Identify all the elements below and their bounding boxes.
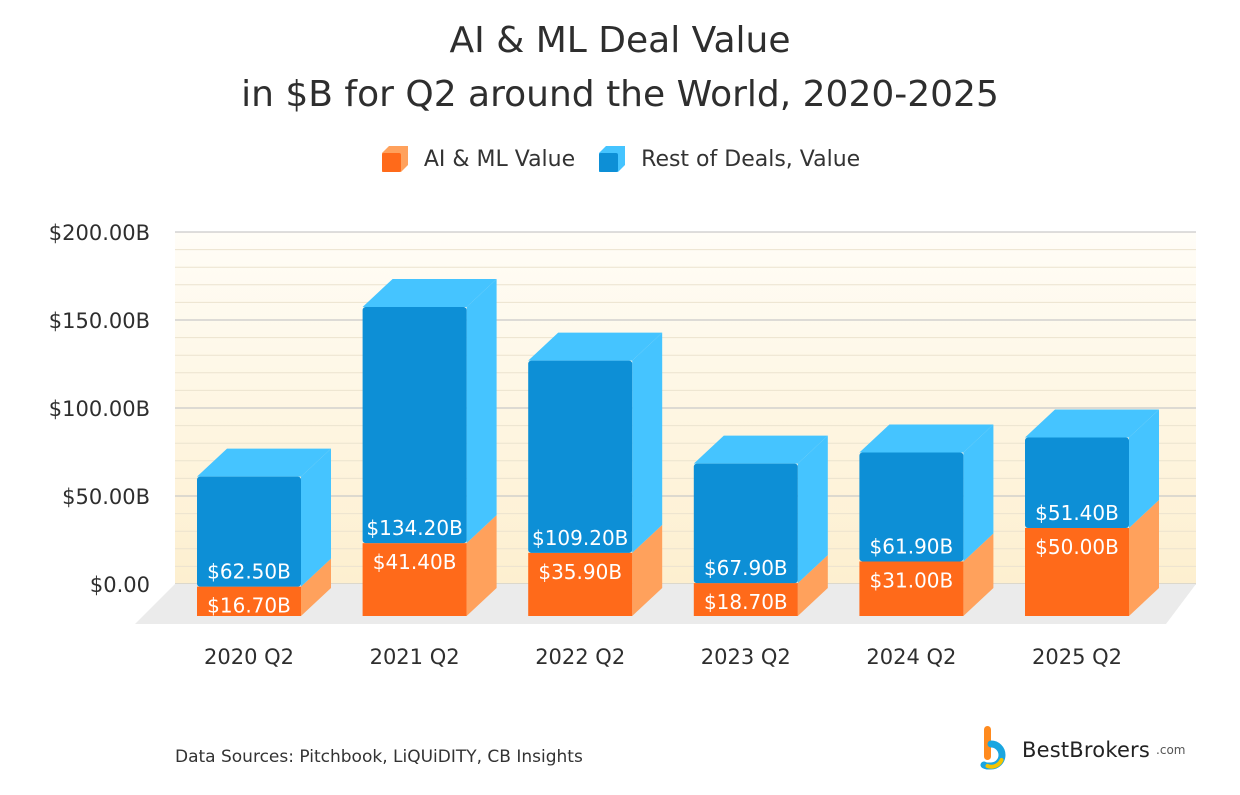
data-label-ai: $50.00B (1035, 535, 1119, 559)
data-label-rest: $109.20B (532, 526, 628, 550)
bar-rest-top (528, 332, 663, 361)
legend-label-rest: Rest of Deals, Value (641, 146, 861, 172)
x-tick-label: 2022 Q2 (535, 645, 625, 669)
bar-ai-side (797, 555, 828, 616)
bar-rest-side (466, 278, 497, 544)
legend-label-ai: AI & ML Value (423, 146, 576, 172)
bar-rest-top (362, 278, 497, 307)
bar-ai-side (466, 515, 497, 616)
data-label-ai: $35.90B (538, 560, 622, 584)
data-label-rest: $61.90B (870, 534, 954, 558)
data-label-rest: $67.90B (704, 556, 788, 580)
bar-rest-value (197, 476, 301, 587)
bar-rest-top (197, 448, 331, 477)
data-label-rest: $51.40B (1035, 501, 1119, 525)
x-tick-label: 2025 Q2 (1032, 645, 1122, 669)
y-tick-label: $0.00 (90, 573, 150, 597)
bar-ai-value (1025, 528, 1129, 616)
logo-wordmark: BestBrokers (1022, 738, 1151, 762)
bar-rest-top (1025, 409, 1159, 438)
bestbrokers-logo-icon (980, 726, 1006, 770)
bar-ai-value (528, 552, 633, 616)
y-tick-label: $200.00B (49, 221, 150, 245)
y-tick-label: $50.00B (62, 485, 150, 509)
bar-ai-side (632, 524, 663, 616)
legend-swatch-rest (599, 146, 626, 172)
bar-rest-value (693, 463, 798, 584)
bar-rest-value (859, 452, 964, 562)
bar-ai-value (197, 586, 301, 616)
bar-rest-side (797, 435, 828, 584)
y-tick-label: $100.00B (49, 397, 150, 421)
bar-rest-top (693, 435, 828, 464)
bar-ai-side (1129, 500, 1159, 616)
data-source-note: Data Sources: Pitchbook, LiQUiDITY, CB I… (175, 747, 583, 767)
bar-rest-value (1025, 437, 1129, 528)
bar-ai-value (693, 583, 798, 616)
legend-item-ai: AI & ML Value (380, 144, 575, 174)
y-tick-label: $150.00B (49, 309, 150, 333)
chart-title: AI & ML Deal Value in $B for Q2 around t… (0, 14, 1240, 122)
stacked-bar-chart: $16.70B $62.50B $41.40B $134.20B $35.90B $109… (49, 221, 1196, 669)
data-label-ai: $18.70B (704, 590, 788, 614)
data-label-ai: $16.70B (207, 594, 291, 618)
legend-swatch-ai (381, 146, 408, 172)
bar-ai-side (963, 533, 994, 616)
bar-rest-value (528, 360, 633, 553)
bar-rest-value (362, 306, 467, 544)
chart-title-line-2: in $B for Q2 around the World, 2020-2025 (241, 74, 999, 115)
bar-ai-value (362, 543, 467, 616)
data-label-ai: $41.40B (373, 550, 457, 574)
x-tick-label: 2024 Q2 (866, 645, 956, 669)
bar-rest-side (1129, 409, 1159, 528)
data-label-rest: $134.20B (366, 516, 462, 540)
x-tick-label: 2020 Q2 (204, 645, 294, 669)
data-label-rest: $62.50B (207, 560, 291, 584)
brand-logo: BestBrokers .com (980, 724, 1186, 776)
logo-suffix: .com (1156, 743, 1186, 757)
bar-rest-top (859, 424, 994, 453)
legend-item-rest: Rest of Deals, Value (597, 144, 860, 174)
x-tick-label: 2023 Q2 (701, 645, 791, 669)
bar-rest-side (301, 448, 331, 587)
x-tick-label: 2021 Q2 (370, 645, 460, 669)
chart-title-line-1: AI & ML Deal Value (449, 20, 791, 61)
data-label-ai: $31.00B (870, 568, 954, 592)
bar-ai-side (301, 558, 331, 616)
bar-rest-side (632, 332, 663, 553)
bar-rest-side (963, 424, 994, 562)
chart-legend: AI & ML Value Rest of Deals, Value (0, 144, 1240, 174)
bar-ai-value (859, 561, 964, 616)
